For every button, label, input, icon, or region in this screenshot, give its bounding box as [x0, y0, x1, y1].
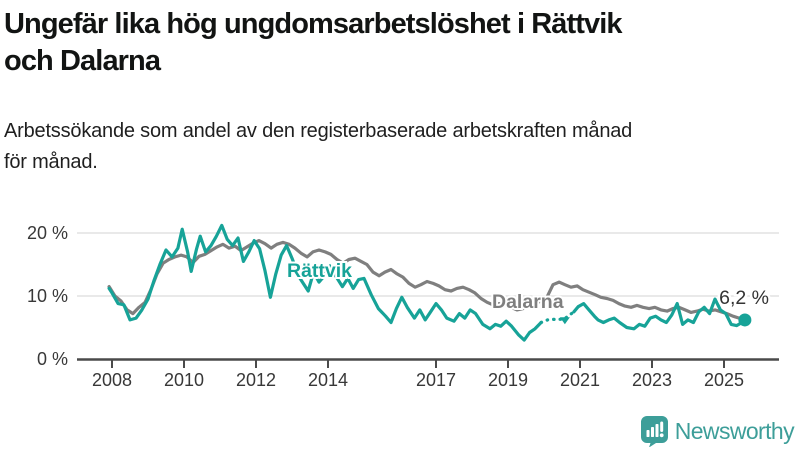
series-line-0-dashed-gap: [539, 310, 576, 325]
series-line-0: [572, 297, 747, 331]
x-axis-tick-label: 2014: [308, 370, 348, 390]
series-label-1: Dalarna: [492, 291, 564, 313]
series-end-dot: [738, 313, 752, 327]
x-axis-tick-label: 2012: [236, 370, 276, 390]
y-axis-tick-label: 0 %: [37, 349, 68, 369]
x-axis-tick-label: 2023: [632, 370, 672, 390]
newsworthy-branding: Newsworthy: [640, 415, 795, 447]
series-label-0: Rättvik: [287, 260, 352, 282]
subtitle-line-2: för månad.: [4, 151, 98, 173]
series-line-1: [107, 239, 747, 320]
brand-name: Newsworthy: [674, 417, 795, 444]
x-axis-tick-label: 2017: [416, 370, 456, 390]
x-axis-tick-label: 2019: [488, 370, 528, 390]
y-axis-tick-label: 20 %: [27, 223, 68, 243]
title-line-2: och Dalarna: [4, 45, 161, 77]
x-axis-tick-label: 2021: [560, 370, 600, 390]
x-axis-tick-label: 2010: [164, 370, 204, 390]
title-line-1: Ungefär lika hög ungdomsarbetslöshet i R…: [4, 8, 623, 40]
end-value-label: 6,2 %: [719, 287, 769, 309]
y-axis-tick-label: 10 %: [27, 286, 68, 306]
subtitle-line-1: Arbetssökande som andel av den registerb…: [4, 120, 633, 142]
chart-subtitle: Arbetssökande som andel av den registerb…: [4, 116, 796, 178]
x-axis-tick-label: 2025: [704, 370, 744, 390]
newsworthy-logo-icon: [640, 415, 668, 447]
page-title: Ungefär lika hög ungdomsarbetslöshet i R…: [4, 6, 796, 80]
series-line-0: [107, 223, 543, 342]
x-axis-tick-label: 2008: [92, 370, 132, 390]
data-gap-marker-icon: [559, 317, 570, 325]
